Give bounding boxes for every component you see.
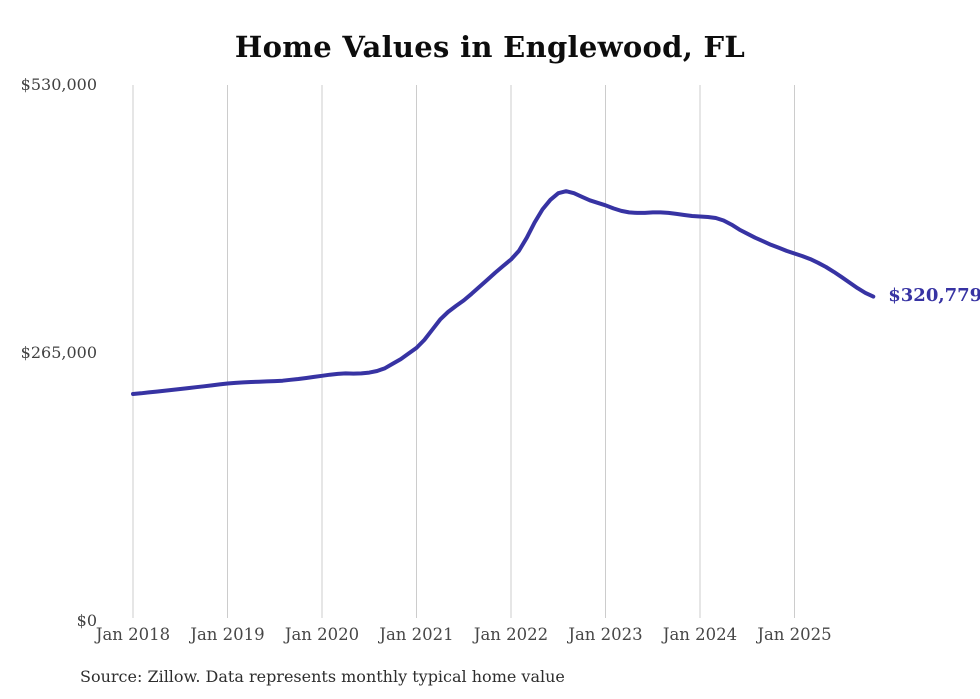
x-tick-label: Jan 2024 — [662, 625, 738, 644]
x-tick-label: Jan 2018 — [95, 625, 171, 644]
y-tick-label: $0 — [76, 611, 97, 630]
x-tick-label: Jan 2021 — [379, 625, 454, 644]
y-tick-label: $530,000 — [20, 75, 97, 94]
x-tick-label: Jan 2019 — [190, 625, 265, 644]
y-tick-label: $265,000 — [20, 343, 97, 362]
source-note: Source: Zillow. Data represents monthly … — [80, 667, 565, 686]
x-tick-label: Jan 2020 — [284, 625, 360, 644]
current-value-label: $320,779 — [888, 284, 980, 306]
x-tick-label: Jan 2022 — [473, 625, 549, 644]
home-value-series-line — [131, 189, 876, 396]
x-tick-label: Jan 2023 — [568, 625, 643, 644]
x-tick-label: Jan 2025 — [757, 625, 832, 644]
chart-title: Home Values in Englewood, FL — [234, 30, 746, 64]
